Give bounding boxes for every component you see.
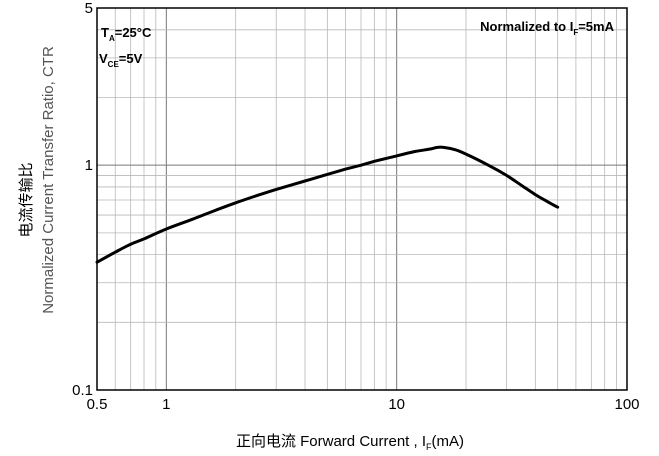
x-tick-label: 100 [614,396,639,413]
x-tick-label: 10 [388,396,405,413]
plot-frame [96,7,628,391]
ctr-curve [95,145,560,264]
annotation-ta: TA=25°C [101,25,152,43]
x-axis-label: 正向电流 Forward Current , IF(mA) [236,433,464,452]
tick-labels: 0.5 1 10 100 0.1 1 5 [72,0,639,413]
y-axis-label: Normalized Current Transfer Ratio, CTR [40,46,57,314]
y-tick-label: 5 [85,0,93,17]
curve-layer [95,145,560,264]
y-tick-label: 1 [85,157,93,174]
grid [97,8,627,390]
annotation-vce: VCE=5V [99,51,143,69]
y-tick-label: 0.1 [72,382,93,399]
x-tick-label: 0.5 [87,396,108,413]
annotation-normalized: Normalized to IF=5mA [480,19,614,37]
y-axis-label-chinese: 电流传输比 [18,162,35,237]
x-tick-label: 1 [162,396,170,413]
